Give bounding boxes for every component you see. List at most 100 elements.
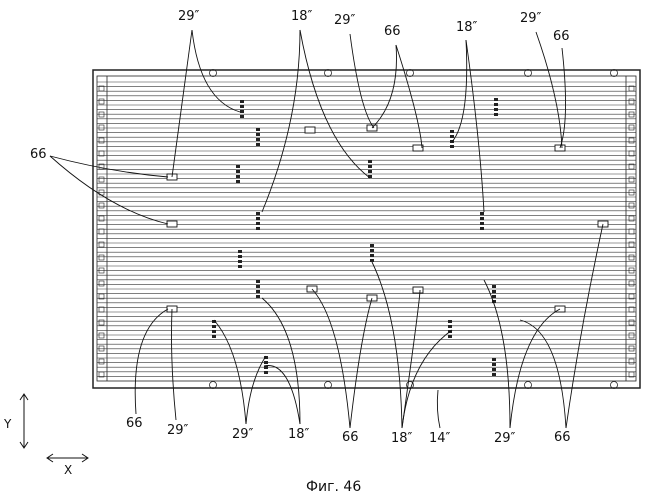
stack-mark — [256, 280, 260, 283]
stack-mark — [240, 105, 244, 108]
edge-notch — [629, 125, 634, 130]
edge-notch — [99, 255, 104, 260]
edge-notch — [629, 138, 634, 143]
stack-mark — [236, 180, 240, 183]
stack-mark — [256, 227, 260, 230]
label-66-bottom-3: 66 — [554, 430, 571, 445]
stack-mark — [494, 98, 498, 101]
edge-notch — [99, 99, 104, 104]
leader-line — [372, 262, 402, 428]
edge-notch — [629, 99, 634, 104]
stack-mark — [450, 135, 454, 138]
stack-mark — [238, 255, 242, 258]
leader-line — [510, 309, 560, 428]
edge-notch — [99, 203, 104, 208]
stack-mark — [256, 138, 260, 141]
edge-notch — [99, 229, 104, 234]
edge-notch — [629, 229, 634, 234]
stack-mark — [256, 295, 260, 298]
figure-caption: Фиг. 46 — [306, 479, 361, 495]
stack-mark — [492, 358, 496, 361]
label-66-left: 66 — [30, 147, 47, 162]
stack-mark — [370, 244, 374, 247]
stack-mark — [494, 113, 498, 116]
edge-notch — [629, 333, 634, 338]
stack-mark — [480, 227, 484, 230]
stack-mark — [368, 165, 372, 168]
edge-notch — [99, 320, 104, 325]
axis-y-label: Y — [3, 417, 12, 431]
stack-mark — [492, 285, 496, 288]
label-18-bottom-1: 18″ — [288, 427, 310, 442]
edge-notch — [99, 125, 104, 130]
stack-mark — [494, 103, 498, 106]
stack-mark — [264, 366, 268, 369]
leader-line — [484, 280, 510, 428]
label-29-bottom-1: 29″ — [167, 423, 189, 438]
stack-mark — [492, 363, 496, 366]
edge-notch — [629, 177, 634, 182]
leader-line — [135, 309, 168, 414]
stack-mark — [256, 212, 260, 215]
leader-line — [264, 365, 300, 424]
label-29-bottom-2: 29″ — [232, 427, 254, 442]
edge-notch — [99, 177, 104, 182]
label-29-top-1: 29″ — [178, 9, 200, 24]
edge-notch — [629, 112, 634, 117]
box-mark — [167, 221, 177, 227]
stack-mark — [492, 368, 496, 371]
stack-mark — [480, 217, 484, 220]
edge-notch — [99, 333, 104, 338]
stack-mark — [238, 265, 242, 268]
stack-mark — [480, 212, 484, 215]
edge-notch — [99, 359, 104, 364]
label-66-top-1: 66 — [384, 24, 401, 39]
label-18-top-1: 18″ — [291, 9, 313, 24]
stack-mark — [256, 143, 260, 146]
stack-mark — [448, 325, 452, 328]
edge-notch — [99, 112, 104, 117]
stack-mark — [450, 145, 454, 148]
stack-mark — [256, 285, 260, 288]
stack-mark — [256, 222, 260, 225]
stack-mark — [368, 170, 372, 173]
stack-mark — [494, 108, 498, 111]
stack-mark — [212, 325, 216, 328]
leader-line — [402, 290, 420, 428]
stack-mark — [264, 371, 268, 374]
stack-mark — [240, 110, 244, 113]
label-18-bottom-2: 18″ — [391, 431, 413, 446]
box-mark — [305, 127, 315, 133]
stack-mark — [370, 254, 374, 257]
stack-mark — [240, 115, 244, 118]
stack-mark — [492, 295, 496, 298]
leader-line — [437, 390, 440, 428]
stack-mark — [236, 165, 240, 168]
label-29-top-2: 29″ — [334, 13, 356, 28]
label-14: 14″ — [429, 431, 451, 446]
label-29-bottom-3: 29″ — [494, 431, 516, 446]
label-66-bottom-2: 66 — [342, 430, 359, 445]
stack-mark — [368, 160, 372, 163]
leader-line — [466, 40, 484, 212]
stack-mark — [240, 100, 244, 103]
leader-line — [312, 289, 350, 428]
edge-notch — [99, 151, 104, 156]
leader-line — [520, 320, 566, 428]
stack-mark — [212, 335, 216, 338]
stack-mark — [370, 249, 374, 252]
stack-mark — [238, 260, 242, 263]
stack-mark — [450, 130, 454, 133]
leader-line — [50, 156, 168, 224]
slat-lines — [97, 82, 636, 376]
edge-notch — [629, 359, 634, 364]
leader-line — [402, 330, 452, 428]
stack-mark — [492, 373, 496, 376]
stack-mark — [256, 217, 260, 220]
edge-notch — [99, 138, 104, 143]
stack-mark — [448, 335, 452, 338]
edge-notch — [99, 307, 104, 312]
stack-mark — [492, 290, 496, 293]
edge-notch — [629, 307, 634, 312]
